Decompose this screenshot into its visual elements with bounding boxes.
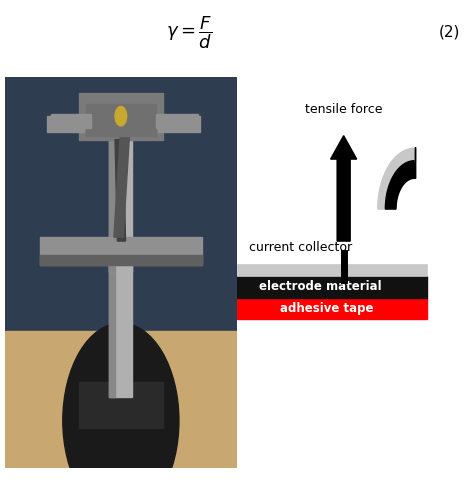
Text: (2): (2) bbox=[438, 25, 460, 40]
Bar bbox=[109, 124, 115, 272]
Text: tensile force: tensile force bbox=[305, 103, 383, 116]
Bar bbox=[5, 331, 237, 468]
Bar bbox=[39, 255, 202, 265]
Bar bbox=[155, 114, 198, 128]
Polygon shape bbox=[115, 140, 126, 241]
Circle shape bbox=[63, 323, 179, 482]
Bar bbox=[237, 276, 427, 298]
Bar bbox=[109, 241, 115, 397]
Bar bbox=[237, 298, 427, 319]
Bar bbox=[51, 114, 91, 128]
Bar bbox=[46, 116, 84, 132]
FancyArrow shape bbox=[331, 135, 356, 241]
Circle shape bbox=[115, 107, 127, 126]
Bar bbox=[158, 116, 200, 132]
Bar bbox=[109, 241, 132, 397]
Polygon shape bbox=[378, 148, 415, 209]
Bar bbox=[5, 77, 237, 237]
Text: current collector: current collector bbox=[249, 241, 352, 254]
Bar bbox=[39, 237, 202, 265]
Polygon shape bbox=[385, 161, 415, 209]
Bar bbox=[86, 105, 155, 135]
Polygon shape bbox=[114, 124, 130, 237]
Bar bbox=[237, 264, 427, 276]
Bar bbox=[79, 382, 163, 428]
Bar bbox=[109, 124, 132, 272]
Text: adhesive tape: adhesive tape bbox=[280, 302, 374, 315]
Text: $\gamma = \dfrac{F}{d}$: $\gamma = \dfrac{F}{d}$ bbox=[166, 14, 213, 51]
Text: electrode material: electrode material bbox=[259, 281, 381, 294]
Bar bbox=[79, 93, 163, 140]
